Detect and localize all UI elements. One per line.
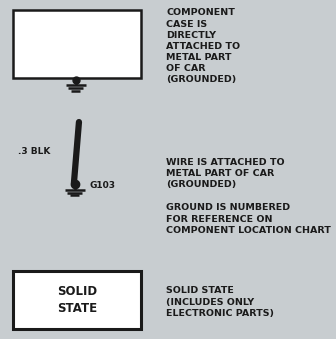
Bar bbox=[13, 10, 141, 78]
Text: WIRE IS ATTACHED TO
METAL PART OF CAR
(GROUNDED): WIRE IS ATTACHED TO METAL PART OF CAR (G… bbox=[166, 158, 285, 189]
Text: GROUND IS NUMBERED
FOR REFERENCE ON
COMPONENT LOCATION CHART: GROUND IS NUMBERED FOR REFERENCE ON COMP… bbox=[166, 203, 331, 235]
Text: SOLID STATE
(INCLUDES ONLY
ELECTRONIC PARTS): SOLID STATE (INCLUDES ONLY ELECTRONIC PA… bbox=[166, 286, 274, 318]
Text: .3 BLK: .3 BLK bbox=[18, 147, 51, 156]
Text: G103: G103 bbox=[89, 181, 115, 190]
Bar bbox=[13, 271, 141, 329]
Text: SOLID
STATE: SOLID STATE bbox=[57, 285, 97, 315]
Text: COMPONENT
CASE IS
DIRECTLY
ATTACHED TO
METAL PART
OF CAR
(GROUNDED): COMPONENT CASE IS DIRECTLY ATTACHED TO M… bbox=[166, 8, 241, 84]
